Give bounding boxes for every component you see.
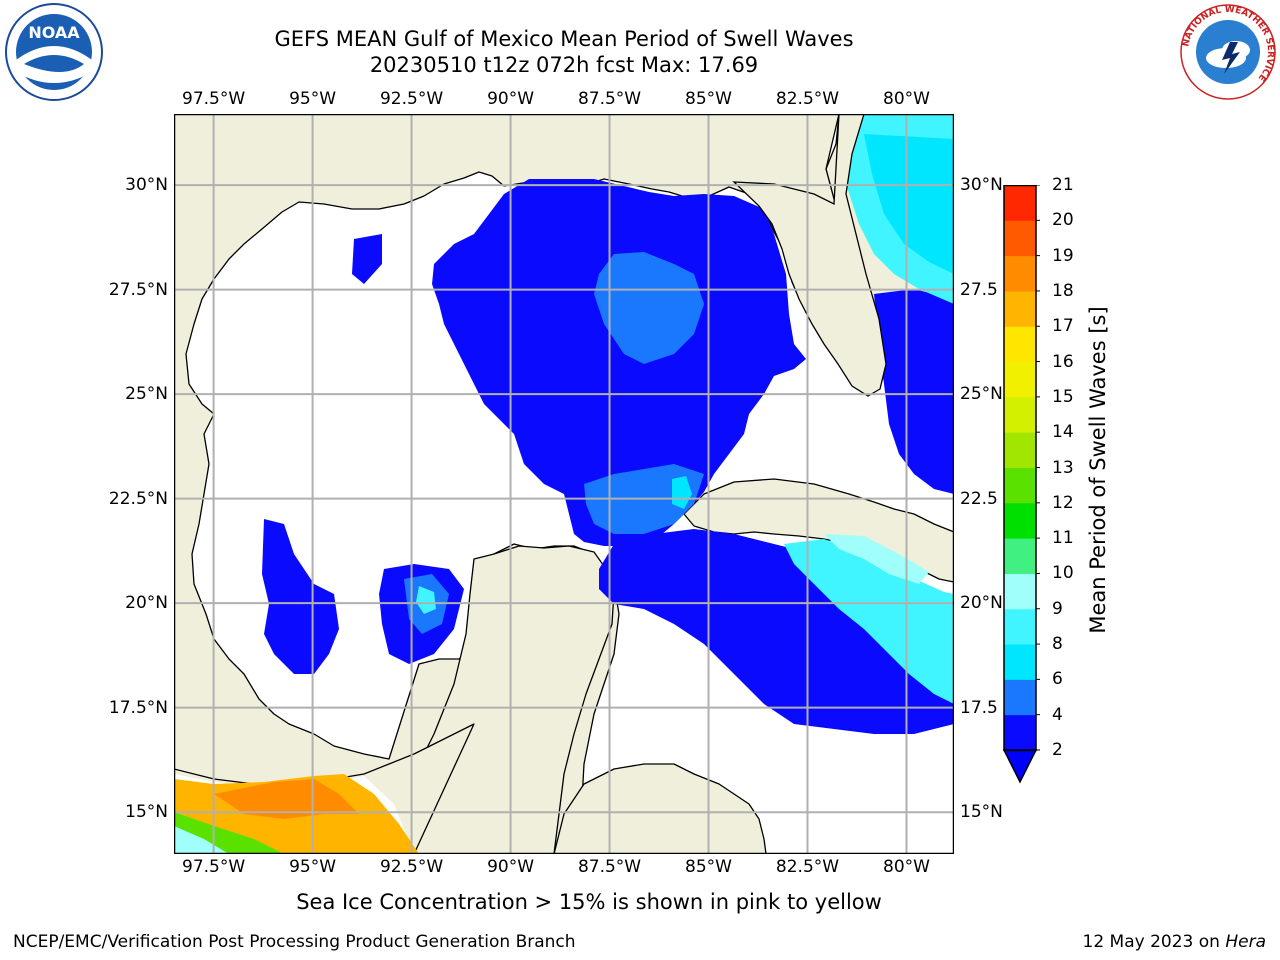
swell-blue-west-gulf [262,519,339,674]
lon-label-top: 87.5°W [577,89,642,109]
lat-label-left: 15°N [125,802,168,823]
lat-label-right: 22.5 [960,488,998,509]
swell-blue-central-gulf [432,179,806,546]
swell-period-field [262,114,954,734]
footer-credit: NCEP/EMC/Verification Post Processing Pr… [13,932,576,952]
colorbar-extend-triangle [1002,749,1038,784]
lon-label-top: 90°W [487,89,535,109]
colorbar-tick-label: 6 [1052,669,1063,690]
colorbar-segment [1004,467,1036,504]
lat-label-left: 20°N [125,593,168,614]
colorbar-tick-label: 13 [1052,457,1074,478]
colorbar-tick-label: 9 [1052,598,1063,619]
colorbar-segment [1004,396,1036,433]
noaa-logo-text: NOAA [28,23,80,42]
lon-label-bottom: 95°W [289,857,337,877]
footer-host: Hera [1225,932,1266,952]
lon-label-top: 80°W [883,89,930,109]
swell-aqua-atlantic [864,134,954,274]
lon-label-bottom: 87.5°W [577,857,642,877]
colorbar-segment [1004,679,1036,716]
map-gridlines [174,114,954,854]
colorbar-tick-label: 20 [1052,210,1074,231]
colorbar-tick-label: 17 [1052,316,1074,337]
lat-label-right: 30°N [960,175,1003,196]
swell-blue-atlantic [874,289,954,494]
map-panel [174,114,954,854]
pacific-swell-dark-orange [214,779,359,819]
pacific-swell-field [174,774,419,854]
colorbar-segment [1004,573,1036,610]
lat-label-left: 22.5°N [108,488,168,509]
lon-label-bottom: 90°W [487,857,535,877]
lon-label-bottom: 92.5°W [379,857,444,877]
swell-cyan-spot [672,476,692,509]
lat-label-left: 25°N [125,384,168,405]
colorbar-tick-label: 8 [1052,634,1063,655]
colorbar-segment [1004,326,1036,363]
colorbar-segment [1004,220,1036,257]
lat-label-right: 17.5 [960,697,998,718]
colorbar-segment [1004,255,1036,292]
colorbar-tick-label: 10 [1052,563,1074,584]
colorbar-segment [1004,502,1036,539]
lon-label-bottom: 80°W [883,857,930,877]
colorbar-segment [1004,361,1036,398]
footer-date: 12 May 2023 on Hera [1083,932,1267,952]
sea-ice-note: Sea Ice Concentration > 15% is shown in … [296,890,882,914]
lat-label-right: 27.5 [960,279,998,300]
colorbar-segment [1004,538,1036,574]
colorbar-tick-label: 18 [1052,280,1074,301]
lon-label-bottom: 82.5°W [775,857,840,877]
map-subtitle: 20230510 t12z 072h fcst Max: 17.69 [369,53,759,77]
lat-label-left: 17.5°N [108,697,168,718]
lat-label-right: 15°N [960,802,1003,823]
colorbar-segment [1004,185,1036,221]
swell-cyan-bay-campeche [416,586,436,614]
nws-logo: NATIONAL WEATHER SERVICE [1178,2,1278,102]
lon-label-top: 95°W [289,89,337,109]
colorbar-tick-label: 15 [1052,386,1074,407]
colorbar-segment [1004,290,1036,327]
footer-date-text: 12 May 2023 on [1082,932,1226,952]
noaa-logo: NOAA [4,2,104,102]
lon-label-top: 85°W [685,89,732,109]
map-title: GEFS MEAN Gulf of Mexico Mean Period of … [274,27,854,51]
colorbar [1002,185,1040,784]
swell-lightcyan-caribbean [824,534,929,584]
colorbar-segment [1004,608,1036,645]
colorbar-label: Mean Period of Swell Waves [s] [1086,306,1110,634]
swell-blue-northwest [352,234,382,284]
lon-label-bottom: 97.5°W [182,857,246,877]
lon-label-top: 82.5°W [775,89,840,109]
lon-label-top: 97.5°W [182,89,246,109]
map-frame [174,114,954,854]
lon-label-bottom: 85°W [685,857,732,877]
pacific-swell-cyan [174,826,229,854]
land-central-america [553,763,767,854]
colorbar-tick-label: 12 [1052,492,1074,513]
swell-lightblue-central-gulf [594,252,704,364]
lat-label-right: 25°N [960,384,1003,405]
colorbar-tick-label: 11 [1052,528,1074,549]
colorbar-tick-label: 16 [1052,351,1074,372]
lon-label-top: 92.5°W [379,89,444,109]
colorbar-tick-label: 21 [1052,175,1074,195]
lat-label-right: 20°N [960,593,1003,614]
colorbar-segment [1004,644,1036,680]
lat-label-left: 27.5°N [108,279,168,300]
colorbar-tick-label: 2 [1052,740,1063,760]
colorbar-segment [1004,714,1036,751]
colorbar-segment [1004,432,1036,468]
colorbar-tick-label: 14 [1052,422,1074,443]
colorbar-tick-label: 4 [1052,704,1063,725]
lat-label-left: 30°N [125,175,168,196]
colorbar-tick-label: 19 [1052,245,1074,266]
